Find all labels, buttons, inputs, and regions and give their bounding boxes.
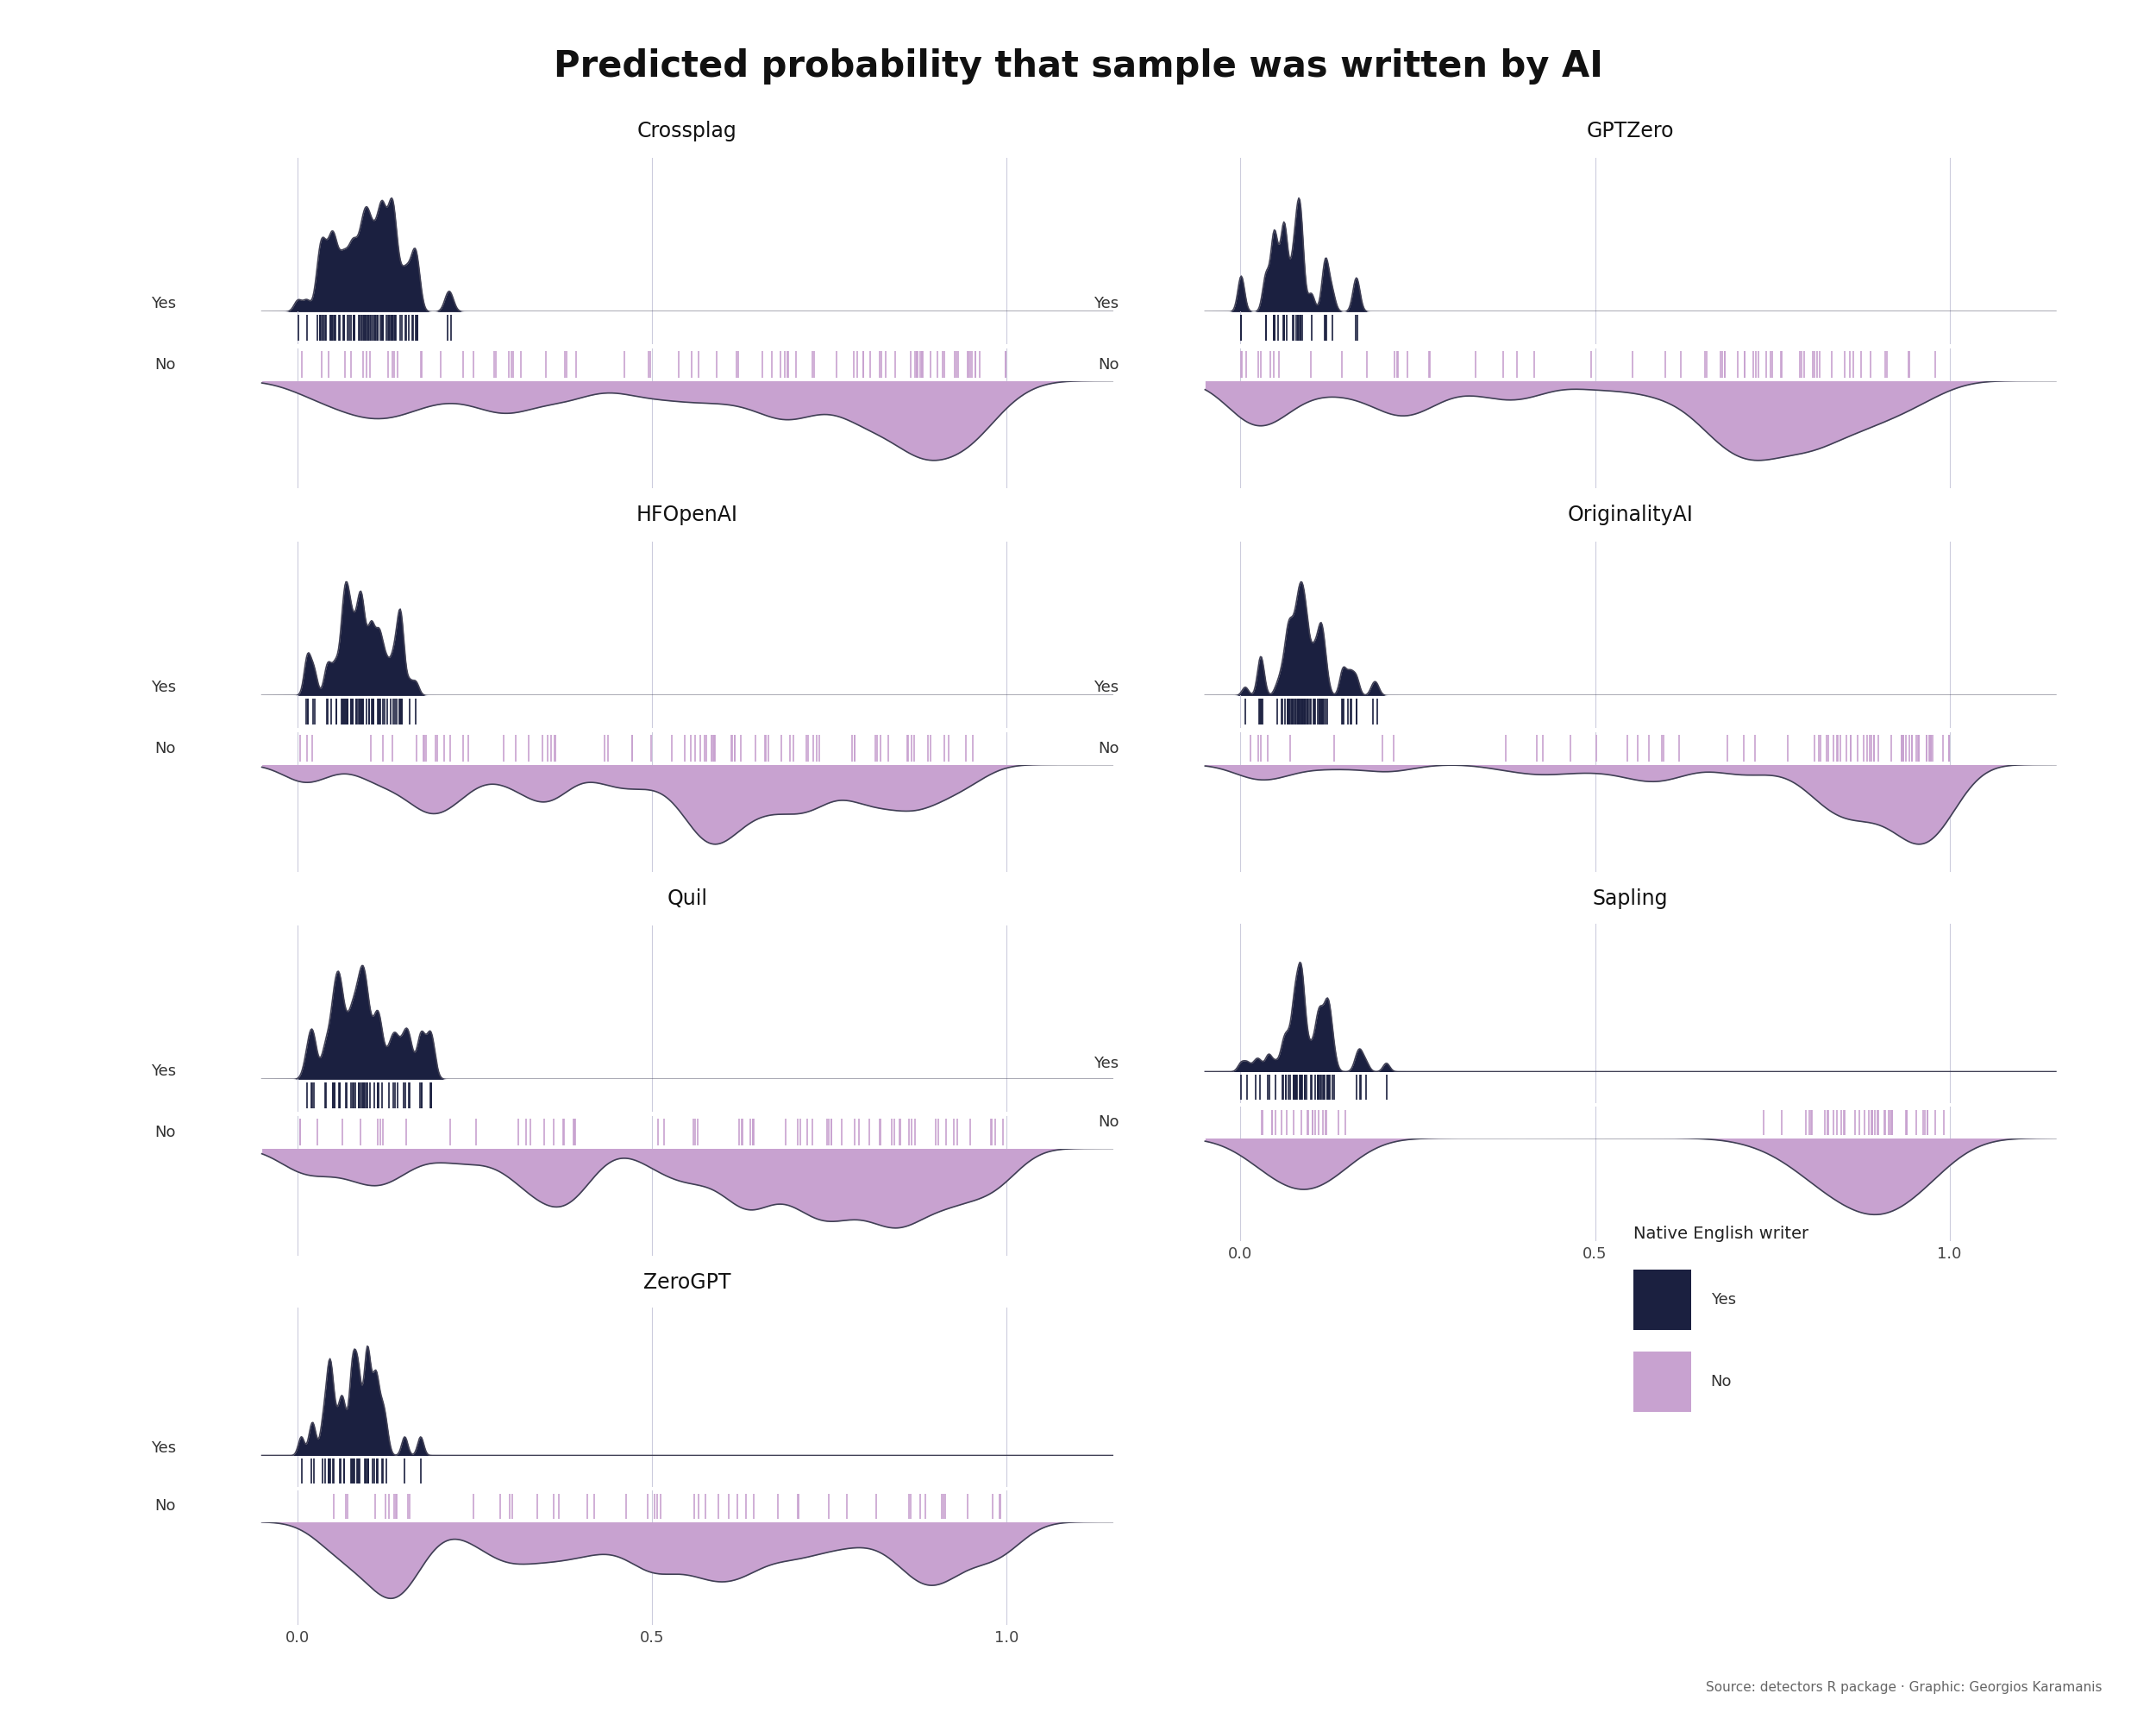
Text: Yes: Yes	[151, 1440, 175, 1456]
Text: No: No	[1097, 1114, 1119, 1130]
Text: OriginalityAI: OriginalityAI	[1567, 504, 1692, 524]
Text: Yes: Yes	[1093, 680, 1119, 695]
Text: Native English writer: Native English writer	[1634, 1226, 1809, 1242]
Text: No: No	[1097, 740, 1119, 756]
Text: No: No	[155, 357, 175, 373]
Text: Yes: Yes	[1093, 1056, 1119, 1071]
Text: No: No	[155, 740, 175, 756]
Text: Source: detectors R package · Graphic: Georgios Karamanis: Source: detectors R package · Graphic: G…	[1705, 1680, 2102, 1694]
Text: ZeroGPT: ZeroGPT	[642, 1273, 731, 1294]
Text: Crossplag: Crossplag	[638, 121, 737, 141]
Bar	[1634, 1352, 1690, 1413]
Text: Yes: Yes	[151, 297, 175, 312]
Text: Predicted probability that sample was written by AI: Predicted probability that sample was wr…	[554, 48, 1602, 85]
Text: Quil: Quil	[666, 888, 707, 909]
Text: No: No	[1712, 1375, 1731, 1390]
Text: Yes: Yes	[151, 680, 175, 695]
Text: Sapling: Sapling	[1593, 888, 1669, 909]
Bar	[1634, 1270, 1690, 1330]
Text: No: No	[155, 1125, 175, 1140]
Text: No: No	[1097, 357, 1119, 373]
Text: No: No	[155, 1499, 175, 1515]
Text: Yes: Yes	[1712, 1292, 1736, 1308]
Text: Yes: Yes	[1093, 297, 1119, 312]
Text: HFOpenAI: HFOpenAI	[636, 504, 737, 524]
Text: Yes: Yes	[151, 1064, 175, 1080]
Text: GPTZero: GPTZero	[1587, 121, 1675, 141]
